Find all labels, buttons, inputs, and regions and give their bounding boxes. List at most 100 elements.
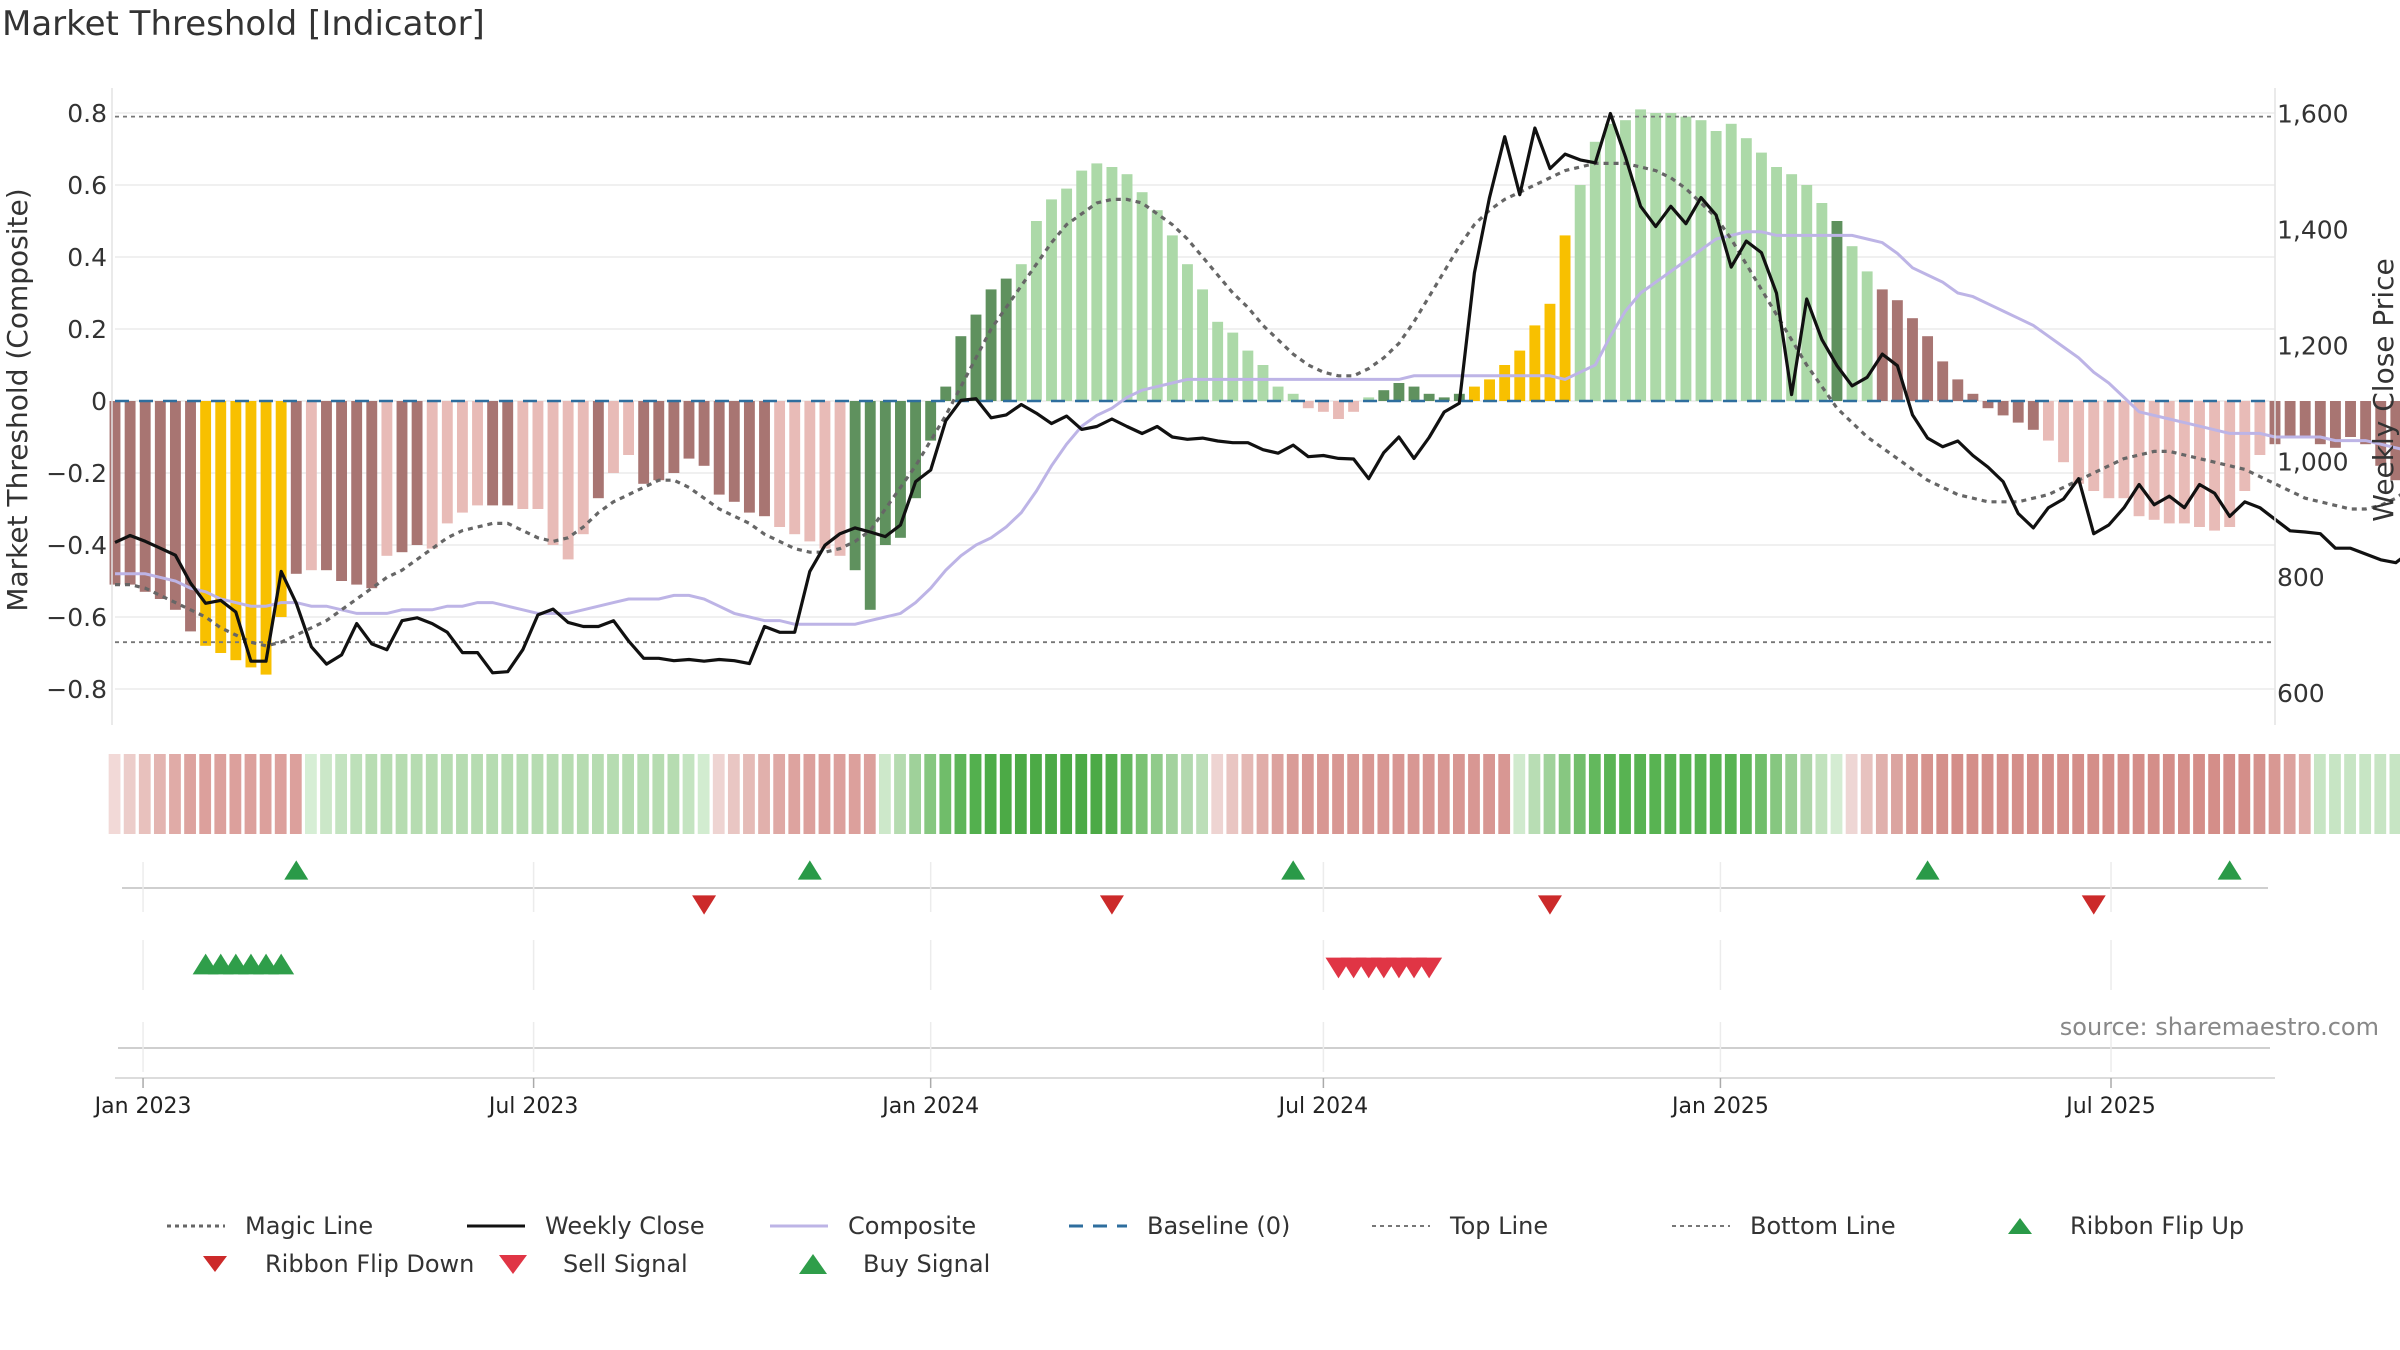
composite-bar	[305, 401, 317, 571]
composite-bar	[789, 401, 801, 535]
composite-bar	[713, 401, 725, 495]
ribbon-cell	[1256, 754, 1269, 834]
composite-bar	[2224, 401, 2236, 527]
composite-bar	[1257, 365, 1269, 401]
ribbon-strip	[108, 754, 2400, 834]
ribbon-cell	[244, 754, 257, 834]
y2-tick-label: 600	[2277, 679, 2325, 708]
composite-bar	[925, 401, 937, 441]
ribbon-cell	[954, 754, 967, 834]
composite-bar	[351, 401, 363, 585]
ribbon-cell	[924, 754, 937, 834]
ribbon-cell	[456, 754, 468, 834]
composite-bar	[2390, 401, 2400, 481]
ribbon-cell	[2344, 754, 2356, 834]
ribbon-cell	[2374, 754, 2387, 834]
ribbon-cell	[1951, 754, 1964, 834]
ribbon-cell	[2102, 754, 2115, 834]
composite-bar	[2088, 401, 2100, 491]
composite-bar	[1227, 332, 1239, 401]
composite-bar	[940, 386, 952, 401]
chart-lines	[114, 111, 2400, 675]
ribbon-cell	[682, 754, 695, 834]
ribbon-cell	[259, 754, 272, 834]
ribbon-cell	[1090, 754, 1103, 834]
ribbon-cell	[1558, 754, 1571, 834]
magic-line	[115, 161, 2400, 648]
ribbon-flip-up-marker	[1281, 860, 1306, 880]
ribbon-cell	[1936, 754, 1949, 834]
composite-bar	[547, 401, 559, 545]
y2-axis-label: Weekly Close Price	[2367, 258, 2400, 521]
composite-bar	[411, 401, 423, 545]
y-tick-label: 0.2	[67, 315, 107, 344]
composite-bar	[1755, 152, 1767, 401]
composite-bar	[169, 401, 181, 610]
x-tick-label: Jul 2024	[1277, 1094, 1369, 1119]
ribbon-cell	[2087, 754, 2100, 834]
composite-bar	[2299, 401, 2311, 437]
composite-bar	[472, 401, 483, 506]
ribbon-cell	[939, 754, 952, 834]
composite-bar	[185, 401, 196, 632]
composite-bar	[1876, 289, 1888, 401]
ribbon-cell	[350, 754, 363, 834]
y-tick-label: 0	[91, 387, 107, 416]
composite-bar	[2329, 401, 2341, 448]
composite-bar	[1650, 113, 1662, 401]
ribbon-cell	[2223, 754, 2236, 834]
y-tick-label: −0.8	[46, 675, 107, 704]
ribbon-cell	[2208, 754, 2221, 834]
ribbon-cell	[2268, 754, 2281, 834]
ribbon-cell	[667, 754, 680, 834]
ribbon-cell	[1362, 754, 1375, 834]
ribbon-cell	[1437, 754, 1450, 834]
composite-bar	[1076, 170, 1088, 401]
composite-bar	[1000, 278, 1012, 401]
composite-bar	[1317, 401, 1329, 412]
composite-bar	[849, 401, 861, 571]
composite-bar	[1861, 271, 1873, 401]
ribbon-cell	[1739, 754, 1752, 834]
ribbon-cell	[1634, 754, 1647, 834]
composite-bar	[532, 401, 544, 509]
composite-bar	[1801, 185, 1813, 401]
ribbon-cell	[1452, 754, 1465, 834]
ribbon-cell	[1966, 754, 1979, 834]
ribbon-cell	[758, 754, 770, 834]
ribbon-cell	[1301, 754, 1314, 834]
composite-bar	[1182, 264, 1193, 401]
composite-bar	[668, 401, 680, 473]
composite-bar	[2375, 401, 2387, 466]
x-tick-label: Jan 2024	[880, 1094, 979, 1119]
ribbon-cell	[788, 754, 801, 834]
ribbon-cell	[1875, 754, 1888, 834]
ribbon-cell	[440, 754, 453, 834]
composite-bar	[1121, 174, 1133, 401]
composite-bar	[2163, 401, 2175, 524]
composite-bar	[245, 401, 257, 668]
ribbon-cell	[984, 754, 997, 834]
composite-bar	[2360, 401, 2372, 445]
composite-bar	[1242, 350, 1254, 401]
ribbon-cell	[1619, 754, 1631, 834]
composite-bar	[1197, 289, 1208, 401]
composite-bar	[139, 401, 151, 592]
ribbon-cell	[425, 754, 438, 834]
composite-bar	[1015, 264, 1027, 401]
composite-bar	[1106, 167, 1118, 401]
ribbon-cell	[214, 754, 227, 834]
composite-bar	[2178, 401, 2190, 524]
composite-bar	[1423, 393, 1435, 401]
ribbon-cell	[2329, 754, 2341, 834]
ribbon-cell	[1241, 754, 1254, 834]
ribbon-cell	[2283, 754, 2296, 834]
composite-bar	[1061, 188, 1073, 401]
composite-bar	[2209, 401, 2221, 531]
ribbon-cell	[1785, 754, 1798, 834]
ribbon-cell	[2238, 754, 2251, 834]
composite-bar	[426, 401, 438, 549]
ribbon-cell	[592, 754, 604, 834]
ribbon-cell	[1830, 754, 1843, 834]
composite-bar	[1907, 318, 1918, 401]
